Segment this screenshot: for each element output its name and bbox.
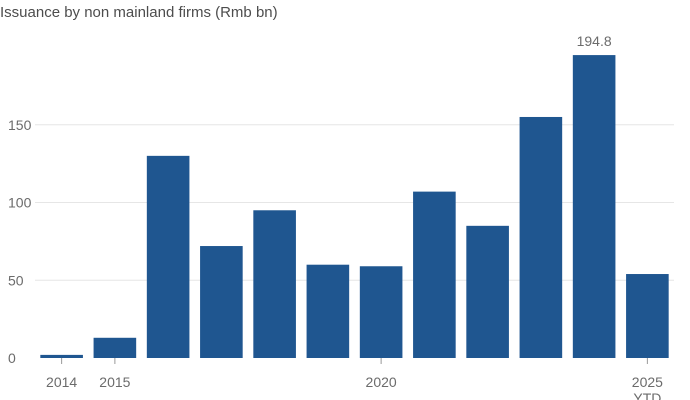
bars <box>40 55 669 358</box>
bar-2021 <box>413 191 456 358</box>
bar-2015 <box>93 337 137 358</box>
x-tick-label: 2020 <box>366 374 397 390</box>
y-tick-label: 50 <box>8 272 24 288</box>
y-tick-label: 150 <box>8 117 32 133</box>
data-labels: 194.8 <box>577 33 612 49</box>
gridlines <box>35 124 674 281</box>
bar-2017 <box>200 246 243 358</box>
bar-2016 <box>146 155 190 358</box>
bar-2018 <box>253 210 296 358</box>
bar-2020 <box>359 266 403 358</box>
x-tick-label: 2014 <box>46 374 77 390</box>
y-tick-label: 0 <box>8 350 16 366</box>
bar-2014 <box>40 354 83 358</box>
bar-2023 <box>519 116 563 358</box>
bar-2024 <box>572 55 616 358</box>
chart-title: Issuance by non mainland firms (Rmb bn) <box>0 4 278 21</box>
bar-2019 <box>306 264 350 358</box>
y-axis-ticks: 0 50 100 150 <box>8 117 32 366</box>
bar-2025-ytd <box>626 274 669 358</box>
data-label: 194.8 <box>577 33 612 49</box>
bar-2022 <box>466 225 509 358</box>
x-tick-label: 2015 <box>99 374 130 390</box>
x-tick-label-line2: YTD <box>633 390 661 400</box>
x-tick-label: 2025 <box>632 374 663 390</box>
y-tick-label: 100 <box>8 195 32 211</box>
